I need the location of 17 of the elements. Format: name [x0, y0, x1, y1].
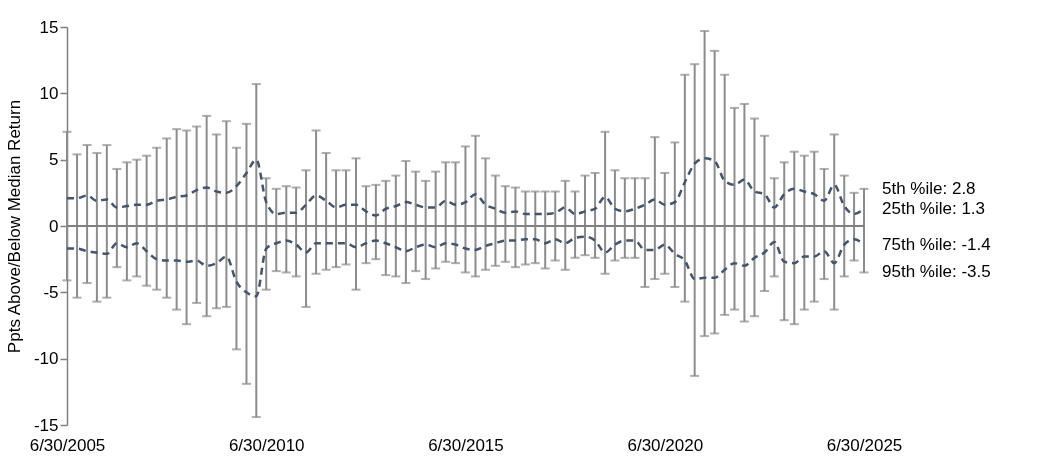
y-tick-label: -15	[33, 415, 59, 435]
x-tick-label: 6/30/2010	[228, 435, 305, 455]
y-tick-label: 5	[49, 150, 59, 170]
x-tick-label: 6/30/2025	[826, 435, 903, 455]
annotation: 5th %ile: 2.8	[882, 178, 976, 198]
x-tick-label: 6/30/2020	[627, 435, 704, 455]
annotation: 25th %ile: 1.3	[882, 198, 986, 218]
y-tick-label: 10	[39, 83, 59, 103]
y-tick-label: -10	[33, 349, 59, 369]
x-tick-label: 6/30/2005	[29, 435, 106, 455]
y-tick-label: 0	[49, 216, 59, 236]
y-tick-label: 15	[39, 17, 59, 37]
y-tick-label: -5	[43, 282, 59, 302]
y-axis-title: Ppts Above/Below Median Return	[4, 99, 24, 354]
annotation: 95th %ile: -3.5	[882, 262, 991, 282]
annotation: 75th %ile: -1.4	[882, 234, 991, 254]
x-tick-label: 6/30/2015	[428, 435, 504, 455]
